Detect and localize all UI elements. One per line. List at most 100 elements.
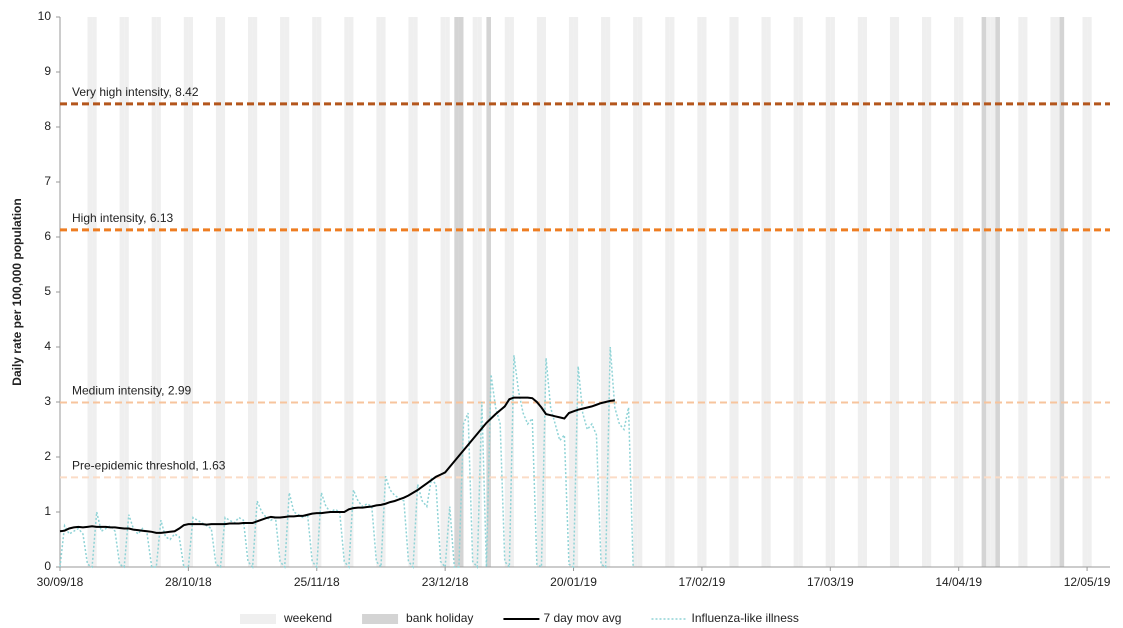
band — [986, 17, 991, 567]
band — [445, 17, 450, 567]
band — [215, 17, 221, 567]
legend-label: Influenza-like illness — [691, 611, 798, 625]
band — [665, 17, 670, 567]
band — [926, 17, 932, 567]
band — [825, 17, 831, 567]
band — [92, 17, 97, 567]
legend-swatch — [362, 614, 399, 624]
x-tick-label: 12/05/19 — [1064, 575, 1111, 589]
band — [601, 17, 606, 567]
band — [995, 17, 1000, 567]
band — [151, 17, 157, 567]
band — [541, 17, 547, 567]
ili-line — [59, 346, 634, 570]
band — [1087, 17, 1092, 567]
x-tick-label: 28/10/18 — [165, 575, 212, 589]
band — [862, 17, 867, 567]
band — [280, 17, 285, 567]
y-tick-label: 0 — [44, 559, 51, 573]
legend-label: weekend — [283, 611, 332, 625]
band — [1082, 17, 1088, 567]
x-tick-label: 14/04/19 — [935, 575, 982, 589]
threshold-label: Very high intensity, 8.42 — [72, 85, 199, 99]
band — [1054, 17, 1060, 567]
band — [761, 17, 767, 567]
band — [440, 17, 446, 567]
moving-average-line — [59, 396, 615, 534]
band — [408, 17, 414, 567]
y-tick-label: 10 — [38, 9, 52, 23]
band — [958, 17, 964, 567]
band — [220, 17, 226, 567]
band — [701, 17, 707, 567]
band — [477, 17, 482, 567]
band — [536, 17, 542, 567]
band — [830, 17, 835, 567]
band — [284, 17, 290, 567]
band — [316, 17, 322, 567]
band — [894, 17, 900, 567]
band — [188, 17, 193, 567]
y-tick-label: 7 — [44, 174, 51, 188]
y-tick-label: 4 — [44, 339, 51, 353]
threshold-label: Pre-epidemic threshold, 1.63 — [72, 459, 226, 473]
band — [568, 17, 574, 567]
y-tick-label: 9 — [44, 64, 51, 78]
band — [889, 17, 895, 567]
band — [87, 17, 93, 567]
x-tick-label: 17/02/19 — [679, 575, 726, 589]
band — [1022, 17, 1028, 567]
threshold-label: High intensity, 6.13 — [72, 211, 173, 225]
x-tick-label: 25/11/18 — [294, 575, 340, 589]
band — [376, 17, 381, 567]
band — [990, 17, 996, 567]
x-tick-label: 23/12/18 — [422, 575, 469, 589]
band — [857, 17, 863, 567]
band — [954, 17, 959, 567]
band — [119, 17, 125, 567]
band — [156, 17, 161, 567]
band — [981, 17, 987, 567]
y-axis-label: Daily rate per 100,000 population — [10, 198, 24, 385]
y-tick-label: 2 — [44, 449, 51, 463]
band — [605, 17, 611, 567]
x-tick-label: 30/09/18 — [37, 575, 84, 589]
band — [472, 17, 478, 567]
band — [509, 17, 514, 567]
band — [486, 17, 492, 567]
band — [183, 17, 189, 567]
band — [312, 17, 317, 567]
band — [1018, 17, 1023, 567]
x-tick-label: 17/03/19 — [807, 575, 854, 589]
band — [454, 17, 459, 567]
band — [458, 17, 464, 567]
y-tick-label: 6 — [44, 229, 51, 243]
band — [922, 17, 927, 567]
band — [734, 17, 739, 567]
band — [729, 17, 735, 567]
y-tick-label: 8 — [44, 119, 51, 133]
band — [1050, 17, 1055, 567]
band — [252, 17, 258, 567]
band — [793, 17, 799, 567]
band — [504, 17, 510, 567]
band — [798, 17, 803, 567]
legend-label: bank holiday — [406, 611, 473, 625]
y-tick-label: 3 — [44, 394, 51, 408]
band — [413, 17, 418, 567]
band — [1059, 17, 1065, 567]
threshold-label: Medium intensity, 2.99 — [72, 384, 191, 398]
y-tick-label: 5 — [44, 284, 51, 298]
band — [380, 17, 386, 567]
legend-swatch — [240, 614, 276, 624]
band — [766, 17, 771, 567]
band — [344, 17, 349, 567]
x-tick-label: 20/01/19 — [550, 575, 597, 589]
band — [697, 17, 702, 567]
y-tick-label: 1 — [44, 504, 51, 518]
band — [247, 17, 253, 567]
band — [633, 17, 638, 567]
legend-label: 7 day mov avg — [543, 611, 621, 625]
